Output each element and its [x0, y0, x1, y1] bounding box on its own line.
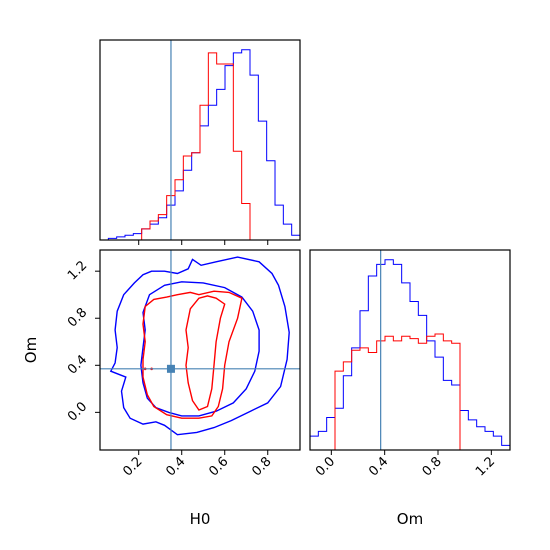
- tick-label-joint-x-2: 0.6: [206, 454, 231, 479]
- tick-label-joint-x-3: 0.8: [249, 454, 274, 479]
- tick-label-joint-y-2: 0.8: [65, 305, 90, 330]
- tick-label-hist-om-2: 0.8: [420, 454, 445, 479]
- tick-label-hist-om-1: 0.4: [366, 454, 391, 479]
- x-axis-label-h0: H0: [190, 510, 211, 528]
- hist-om-blue: [309, 259, 511, 450]
- y-axis-label-om: Om: [22, 337, 40, 363]
- panel-joint-h0-om: 0.2 0.4 0.6 0.8 0.0 0.4 0.8 1.2: [65, 249, 301, 479]
- tick-label-joint-y-1: 0.4: [65, 352, 90, 377]
- tick-label-joint-y-0: 0.0: [65, 399, 90, 424]
- tick-label-joint-y-3: 1.2: [65, 258, 90, 283]
- truth-marker: [166, 364, 175, 373]
- contour-blue-0: [109, 256, 290, 436]
- tick-label-hist-om-3: 1.2: [473, 454, 498, 479]
- tick-label-hist-om-0: 0.0: [313, 454, 338, 479]
- contour-blue-1: [140, 281, 260, 417]
- frame-joint: [99, 249, 301, 451]
- frame-hist-om: [309, 249, 511, 451]
- hist-om-red: [310, 333, 510, 451]
- tick-label-joint-x-1: 0.4: [163, 454, 188, 479]
- panel-hist-om: 0.0 0.4 0.8 1.2: [309, 249, 511, 479]
- contour-red-0: [142, 290, 243, 419]
- frame-hist-h0: [99, 39, 301, 241]
- contour-red-1: [185, 295, 226, 411]
- joint-plot-area: [100, 250, 300, 450]
- panel-hist-h0: [99, 39, 301, 245]
- tick-label-joint-x-0: 0.2: [120, 454, 145, 479]
- x-axis-label-om: Om: [397, 510, 423, 528]
- hist-h0-red: [100, 52, 300, 241]
